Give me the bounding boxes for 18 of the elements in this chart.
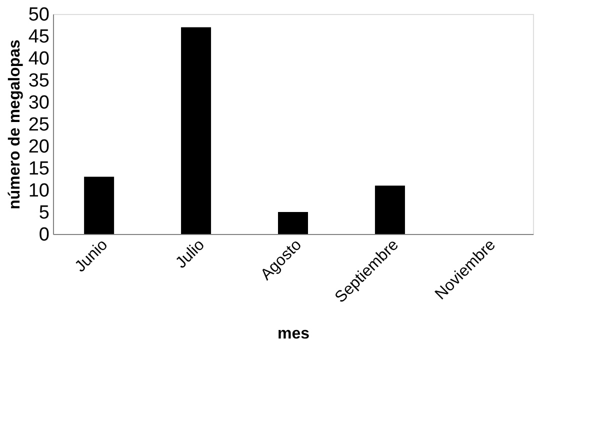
y-tick-label: 5 <box>38 202 50 224</box>
bar <box>278 212 308 234</box>
y-tick-label: 0 <box>38 224 50 246</box>
x-axis-title: mes <box>277 326 310 343</box>
y-tick-label: 50 <box>28 4 50 26</box>
y-tick-label: 45 <box>28 26 50 48</box>
x-tick-label: Julio <box>172 236 208 272</box>
y-tick-label: 25 <box>28 114 50 136</box>
bar <box>84 176 114 234</box>
y-tick-label: 35 <box>28 70 50 92</box>
y-tick-label: 20 <box>28 136 50 158</box>
y-axis-title: número de megalopas <box>6 39 24 210</box>
y-tick-label: 40 <box>28 48 50 70</box>
bar <box>374 186 405 234</box>
y-tick-label: 15 <box>28 158 50 180</box>
y-tick-label: 10 <box>28 180 50 202</box>
y-tick-label: 30 <box>28 92 50 114</box>
bar <box>181 27 212 234</box>
